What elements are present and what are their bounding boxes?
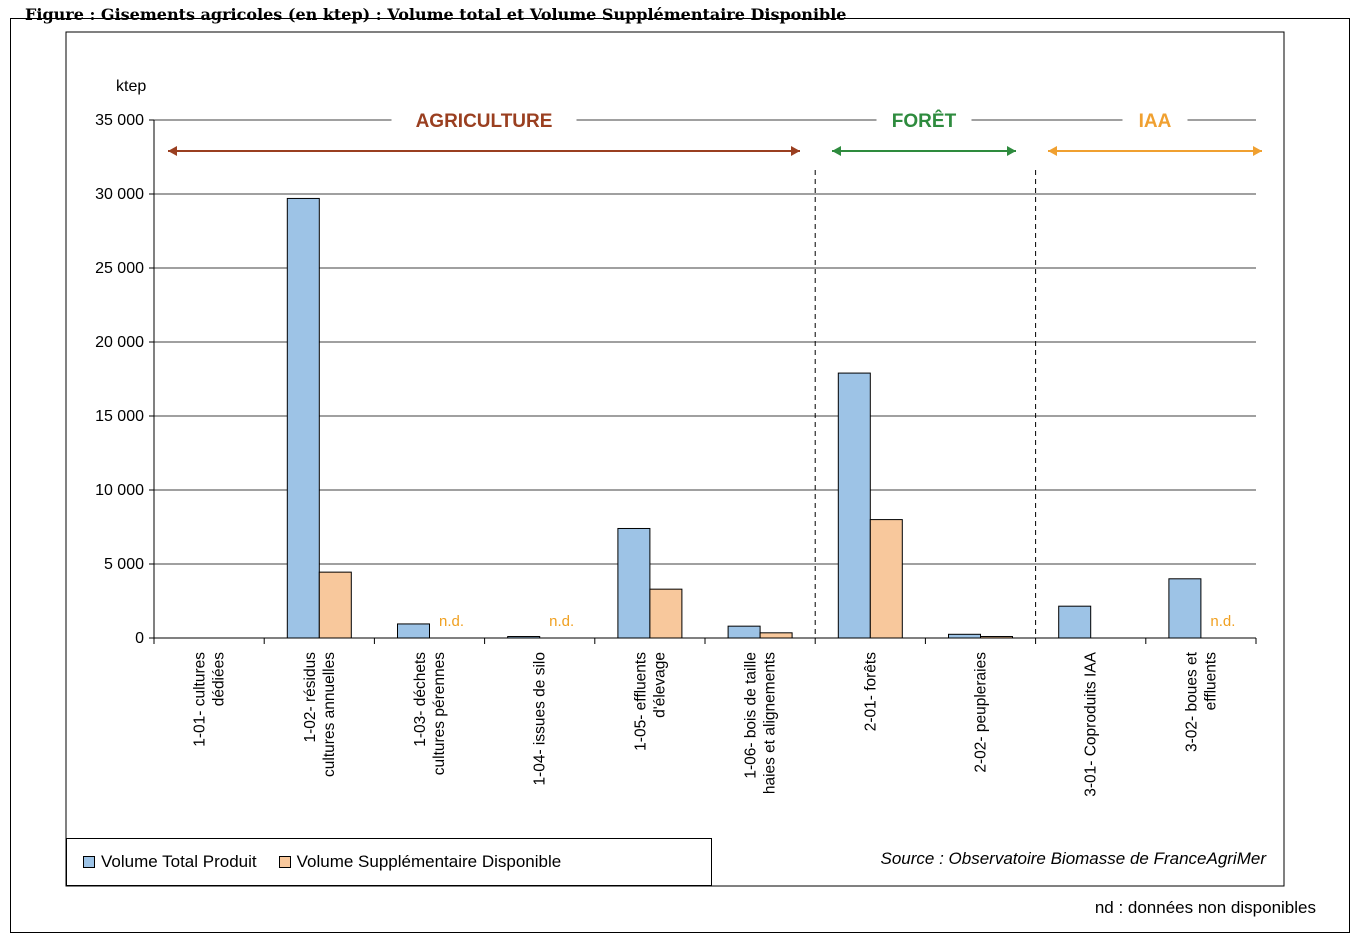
bar-total bbox=[617, 527, 651, 639]
bar-total bbox=[948, 633, 981, 639]
legend-label-supp: Volume Supplémentaire Disponible bbox=[296, 852, 562, 871]
category-label: effluents bbox=[1202, 652, 1219, 711]
bar-supplementaire bbox=[649, 588, 683, 639]
not-available-label: n.d. bbox=[1210, 613, 1235, 630]
sector-arrowhead-left bbox=[1048, 146, 1057, 156]
legend-label-total: Volume Total Produit bbox=[101, 852, 257, 871]
legend: Volume Total Produit Volume Supplémentai… bbox=[66, 838, 712, 886]
source-note: Source : Observatoire Biomasse de France… bbox=[880, 849, 1267, 868]
y-tick-label: 5 000 bbox=[104, 556, 144, 573]
sector-label: FORÊT bbox=[892, 110, 957, 132]
bar-supplementaire bbox=[980, 636, 1013, 639]
category-label: cultures annuelles bbox=[321, 652, 338, 777]
legend-swatch-supp bbox=[278, 856, 291, 868]
category-label: cultures pérennes bbox=[431, 652, 448, 775]
sector-label: IAA bbox=[1139, 111, 1172, 132]
legend-swatch-total bbox=[83, 856, 95, 868]
category-label: d'élevage bbox=[651, 652, 668, 718]
y-tick-label: 0 bbox=[135, 630, 144, 647]
sector-label: AGRICULTURE bbox=[416, 111, 553, 132]
bar-total bbox=[727, 625, 761, 639]
sector-arrowhead-right bbox=[1007, 146, 1016, 156]
category-label: 2-02- peupleraies bbox=[973, 652, 990, 773]
category-label: 1-03- déchets bbox=[412, 652, 429, 747]
sector-arrowhead-left bbox=[832, 146, 841, 156]
chart-area-border bbox=[65, 31, 1285, 887]
sector-label-background bbox=[391, 106, 577, 130]
bar-total bbox=[837, 372, 871, 639]
category-label: haies et alignements bbox=[762, 652, 779, 794]
category-label: dédiées bbox=[211, 652, 228, 707]
bar-total bbox=[397, 623, 430, 639]
y-tick-label: 35 000 bbox=[95, 112, 144, 129]
sector-arrowhead-left bbox=[168, 146, 177, 156]
figure-frame: Figure : Gisements agricoles (en ktep) :… bbox=[10, 5, 1350, 933]
category-label: 1-01- cultures bbox=[192, 652, 209, 747]
legend-item-total: Volume Total Produit bbox=[83, 852, 257, 872]
sector-arrowhead-right bbox=[1253, 146, 1262, 156]
not-available-label: n.d. bbox=[549, 613, 574, 630]
bar-supplementaire bbox=[869, 519, 903, 639]
sector-label-background bbox=[1122, 106, 1188, 130]
y-tick-label: 15 000 bbox=[95, 408, 144, 425]
not-available-label: n.d. bbox=[439, 613, 464, 630]
y-tick-label: 30 000 bbox=[95, 186, 144, 203]
bar-supplementaire bbox=[318, 571, 352, 639]
footnote: nd : données non disponibles bbox=[1094, 898, 1316, 917]
y-tick-label: 10 000 bbox=[95, 482, 144, 499]
bar-total bbox=[1168, 578, 1202, 639]
bar-total bbox=[1058, 605, 1092, 639]
category-label: 1-05- effluents bbox=[632, 652, 649, 751]
bar-total bbox=[507, 636, 541, 639]
category-label: 3-02- boues et bbox=[1183, 651, 1200, 752]
category-label: 1-02- résidus bbox=[302, 652, 319, 743]
category-label: 1-04- issues de silo bbox=[532, 652, 549, 786]
sector-label-background bbox=[876, 106, 972, 130]
sector-arrowhead-right bbox=[791, 146, 800, 156]
y-tick-label: 20 000 bbox=[95, 334, 144, 351]
category-label: 1-06- bois de taille bbox=[743, 652, 760, 779]
category-label: 3-01- Coproduits IAA bbox=[1083, 651, 1100, 796]
bar-supplementaire bbox=[759, 632, 793, 639]
legend-item-supp: Volume Supplémentaire Disponible bbox=[278, 852, 562, 872]
bar-total bbox=[286, 197, 320, 639]
y-tick-label: 25 000 bbox=[95, 260, 144, 277]
figure-caption: Figure : Gisements agricoles (en ktep) :… bbox=[25, 5, 847, 24]
y-axis-label: ktep bbox=[116, 78, 146, 95]
category-label: 2-01- forêts bbox=[862, 652, 879, 732]
